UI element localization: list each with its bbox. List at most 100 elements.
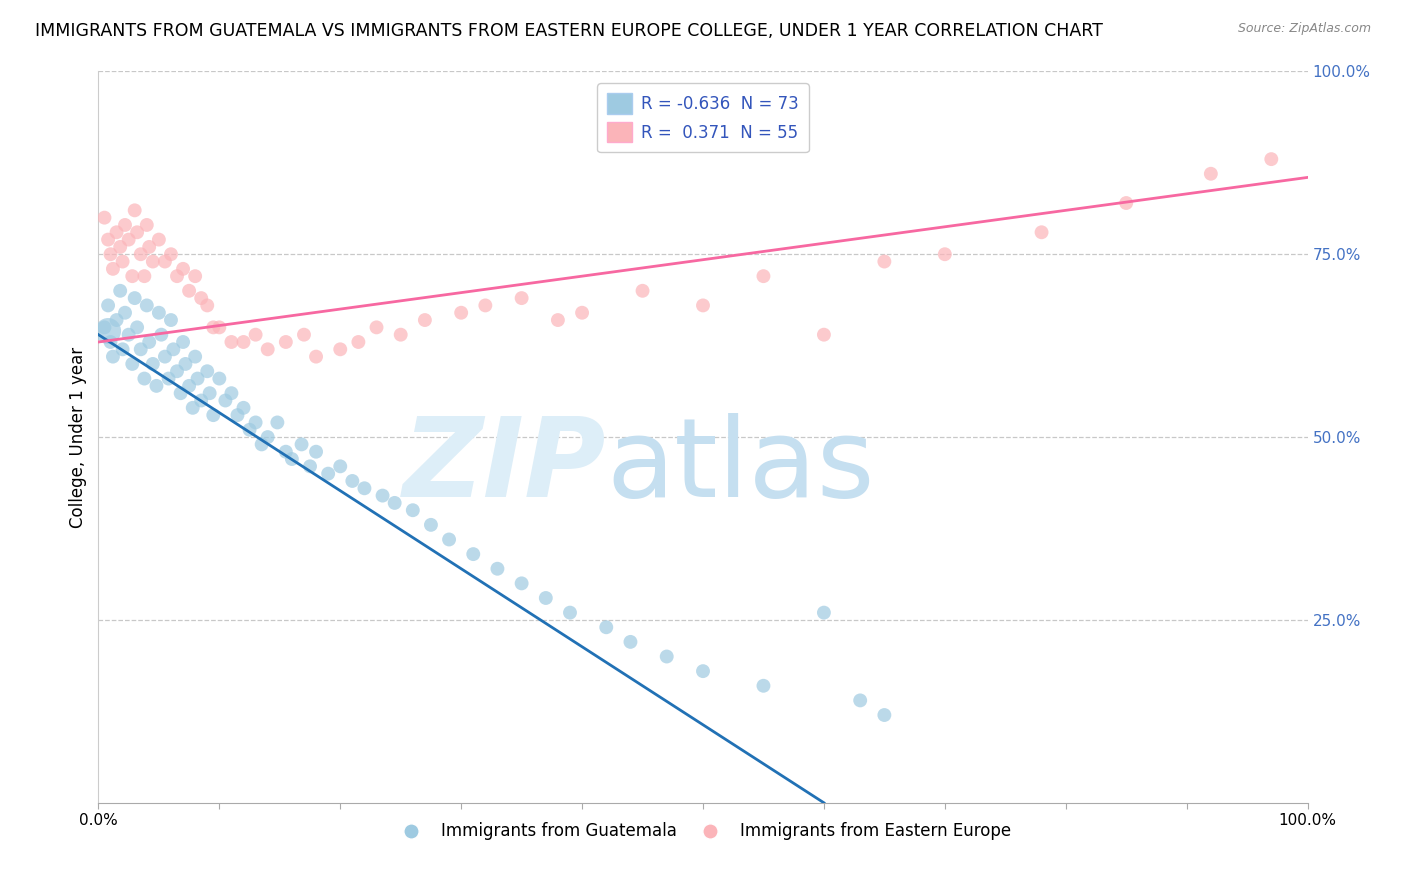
Point [135, 298, 157, 312]
Point [384, 496, 406, 510]
Point [571, 306, 593, 320]
Point [420, 517, 443, 532]
Point [142, 357, 165, 371]
Point [174, 357, 197, 371]
Point [118, 233, 141, 247]
Point [93, 211, 115, 225]
Point [305, 350, 328, 364]
Point [179, 284, 201, 298]
Point [214, 393, 236, 408]
Point [93, 320, 115, 334]
Point [148, 233, 170, 247]
Text: Source: ZipAtlas.com: Source: ZipAtlas.com [1237, 22, 1371, 36]
Point [281, 452, 304, 467]
Point [752, 269, 775, 284]
Point [342, 474, 364, 488]
Point [813, 606, 835, 620]
Point [450, 306, 472, 320]
Point [142, 254, 165, 268]
Point [166, 364, 188, 378]
Point [547, 313, 569, 327]
Point [124, 203, 146, 218]
Point [111, 254, 134, 268]
Point [145, 379, 167, 393]
Point [160, 247, 183, 261]
Point [108, 284, 131, 298]
Point [245, 416, 267, 430]
Point [849, 693, 872, 707]
Point [299, 459, 322, 474]
Point [389, 327, 412, 342]
Point [221, 386, 243, 401]
Point [179, 379, 201, 393]
Point [100, 334, 122, 349]
Point [595, 620, 617, 634]
Point [256, 430, 278, 444]
Point [138, 240, 160, 254]
Point [655, 649, 678, 664]
Point [184, 269, 207, 284]
Point [510, 576, 533, 591]
Point [148, 306, 170, 320]
Point [290, 437, 312, 451]
Point [226, 408, 249, 422]
Point [172, 261, 194, 276]
Point [474, 298, 496, 312]
Point [437, 533, 460, 547]
Point [195, 298, 218, 312]
Point [208, 371, 231, 385]
Point [160, 313, 183, 327]
Point [150, 327, 173, 342]
Point [266, 416, 288, 430]
Point [208, 320, 231, 334]
Point [232, 401, 254, 415]
Point [129, 247, 152, 261]
Point [316, 467, 339, 481]
Point [157, 371, 180, 385]
Point [121, 357, 143, 371]
Point [274, 334, 297, 349]
Point [250, 437, 273, 451]
Point [101, 350, 124, 364]
Point [1115, 196, 1137, 211]
Point [329, 459, 352, 474]
Point [813, 327, 835, 342]
Point [752, 679, 775, 693]
Point [97, 233, 120, 247]
Point [190, 393, 212, 408]
Point [232, 334, 254, 349]
Point [195, 364, 218, 378]
Point [221, 334, 243, 349]
Point [166, 269, 188, 284]
Point [1031, 225, 1053, 239]
Text: atlas: atlas [606, 413, 875, 520]
Point [347, 334, 370, 349]
Point [190, 291, 212, 305]
Point [631, 284, 654, 298]
Point [127, 320, 149, 334]
Point [135, 218, 157, 232]
Point [181, 401, 204, 415]
Text: IMMIGRANTS FROM GUATEMALA VS IMMIGRANTS FROM EASTERN EUROPE COLLEGE, UNDER 1 YEA: IMMIGRANTS FROM GUATEMALA VS IMMIGRANTS … [35, 22, 1104, 40]
Text: ZIP: ZIP [402, 413, 606, 520]
Point [353, 481, 375, 495]
Point [510, 291, 533, 305]
Y-axis label: College, Under 1 year: College, Under 1 year [69, 346, 87, 528]
Point [202, 408, 225, 422]
Point [162, 343, 184, 357]
Point [402, 503, 425, 517]
Point [111, 343, 134, 357]
Point [118, 327, 141, 342]
Point [873, 708, 896, 723]
Point [413, 313, 436, 327]
Point [129, 343, 152, 357]
Point [114, 306, 136, 320]
Point [138, 334, 160, 349]
Point [172, 334, 194, 349]
Point [153, 350, 176, 364]
Point [486, 562, 509, 576]
Point [239, 423, 262, 437]
Point [105, 313, 128, 327]
Point [534, 591, 557, 605]
Point [329, 343, 352, 357]
